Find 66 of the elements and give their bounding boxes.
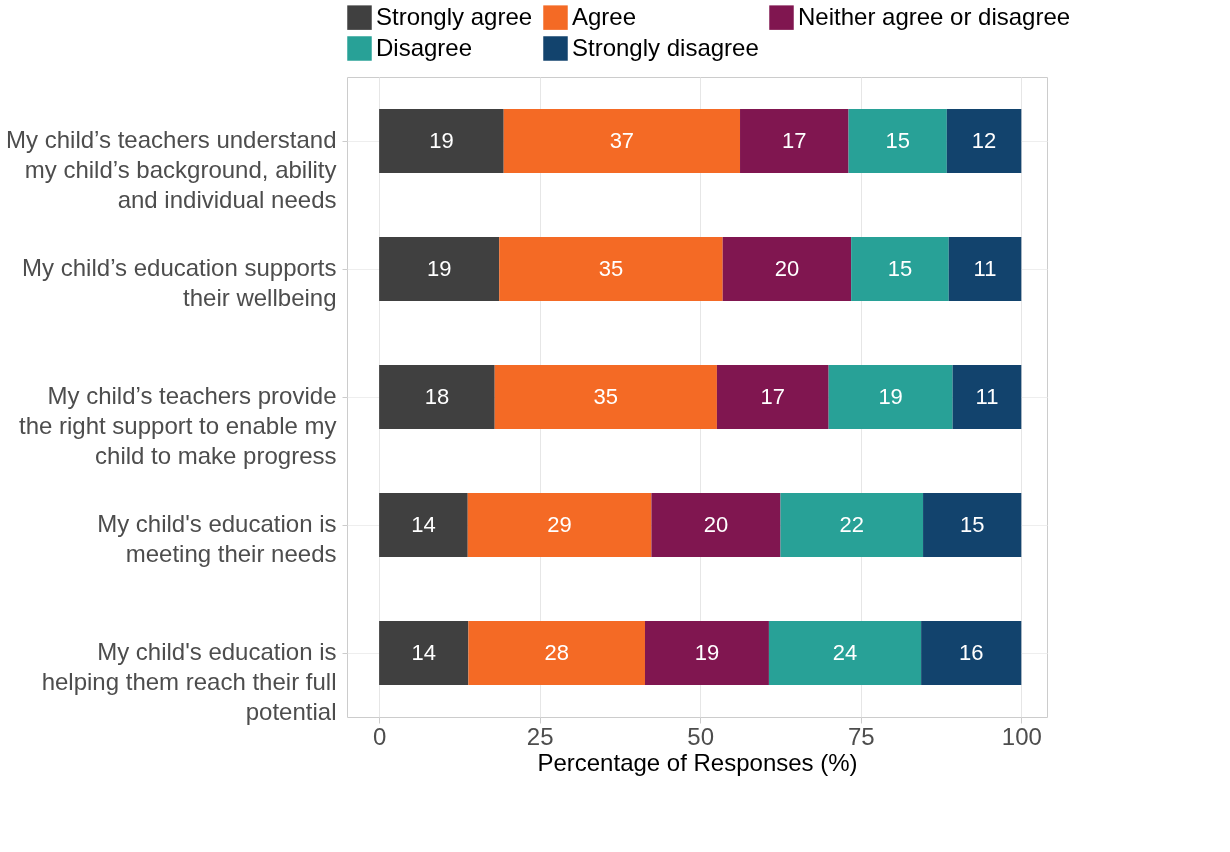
- bar: [828, 365, 953, 429]
- bar: [379, 493, 468, 557]
- bar: [923, 493, 1022, 557]
- bar: [379, 621, 469, 685]
- data-label: 17: [782, 128, 807, 153]
- legend-label: Strongly agree: [376, 2, 533, 30]
- bar: [851, 237, 949, 301]
- bar: [651, 493, 781, 557]
- legend-label: Strongly disagree: [572, 33, 759, 61]
- bar: [848, 109, 947, 173]
- legend-label: Disagree: [376, 33, 473, 61]
- bar: [768, 621, 922, 685]
- data-label: 11: [975, 384, 999, 409]
- data-label: 35: [598, 256, 624, 281]
- data-label: 22: [839, 512, 865, 537]
- data-label: 16: [958, 640, 984, 665]
- x-tick-label: 100: [1001, 722, 1042, 750]
- y-tick-label: My child's education is helping them reach their full potential: [41, 638, 337, 725]
- data-label: 28: [544, 640, 569, 665]
- x-tick-label: 25: [526, 722, 554, 750]
- bar: [499, 237, 723, 301]
- data-label: 29: [547, 512, 572, 537]
- x-tick-label: 50: [687, 722, 715, 750]
- data-label: 11: [973, 256, 997, 281]
- data-label: 19: [878, 384, 903, 409]
- data-label: 24: [832, 640, 858, 665]
- bar: [644, 621, 769, 685]
- y-tick-label: My child’s teachers provide the right support to enable my child to make progress: [18, 382, 337, 469]
- bar: [740, 109, 849, 173]
- data-label: 35: [593, 384, 619, 409]
- y-tick-label: My child's education is meeting their needs: [97, 510, 337, 567]
- bar: [468, 621, 645, 685]
- bar: [494, 365, 717, 429]
- bar: [503, 109, 741, 173]
- data-label: 15: [885, 128, 910, 153]
- bar: [921, 621, 1022, 685]
- y-tick-label: My child’s teachers understand my child’s background, ability and individual needs: [6, 126, 337, 213]
- data-label: 20: [774, 256, 800, 281]
- bar: [379, 237, 500, 301]
- bar: [946, 109, 1022, 173]
- bar: [716, 365, 829, 429]
- data-label: 18: [424, 384, 450, 409]
- data-label: 12: [971, 128, 997, 153]
- data-label: 20: [703, 512, 729, 537]
- data-label: 19: [426, 256, 452, 281]
- data-label: 15: [959, 512, 985, 537]
- bar: [467, 493, 652, 557]
- y-tick-label: My child’s education supports their wellbeing: [22, 254, 337, 311]
- bar: [948, 237, 1022, 301]
- data-label: 19: [429, 128, 454, 153]
- data-label: 19: [694, 640, 720, 665]
- bar: [780, 493, 924, 557]
- bar: [379, 109, 504, 173]
- x-axis-title: Percentage of Responses (%): [537, 748, 858, 776]
- bar: [379, 365, 495, 429]
- legend-label: Neither agree or disagree: [798, 2, 1071, 30]
- x-tick-label: 75: [847, 722, 875, 750]
- legend-label: Agree: [572, 2, 637, 30]
- data-label: 17: [760, 384, 786, 409]
- data-label: 37: [609, 128, 635, 153]
- data-label: 14: [411, 512, 436, 537]
- x-tick-label: 0: [372, 722, 387, 750]
- data-label: 14: [411, 640, 436, 665]
- bar: [722, 237, 852, 301]
- bar: [952, 365, 1022, 429]
- data-label: 15: [887, 256, 913, 281]
